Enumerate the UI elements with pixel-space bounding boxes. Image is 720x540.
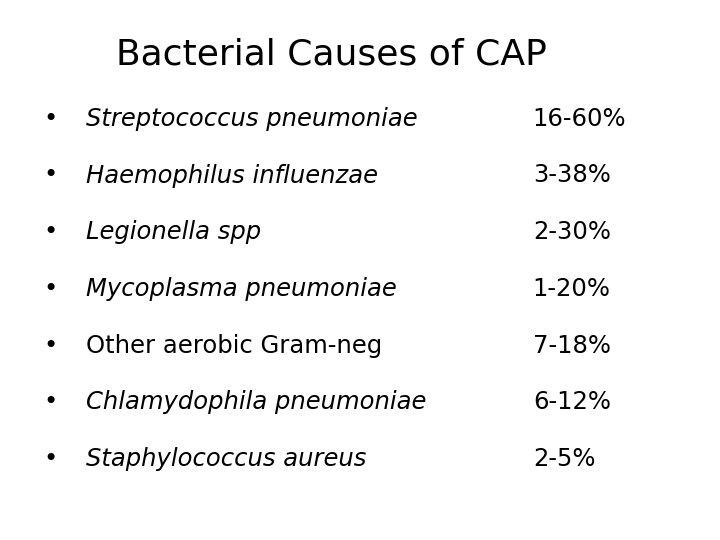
Text: 7-18%: 7-18%	[533, 334, 611, 357]
Text: 6-12%: 6-12%	[533, 390, 611, 414]
Text: 2-5%: 2-5%	[533, 447, 595, 471]
Text: Streptococcus pneumoniae: Streptococcus pneumoniae	[86, 107, 418, 131]
Text: Haemophilus influenzae: Haemophilus influenzae	[86, 164, 379, 187]
Text: Chlamydophila pneumoniae: Chlamydophila pneumoniae	[86, 390, 427, 414]
Text: Legionella spp: Legionella spp	[86, 220, 261, 244]
Text: Other aerobic Gram-neg: Other aerobic Gram-neg	[86, 334, 382, 357]
Text: •: •	[43, 447, 58, 471]
Text: 16-60%: 16-60%	[533, 107, 626, 131]
Text: •: •	[43, 220, 58, 244]
Text: •: •	[43, 334, 58, 357]
Text: •: •	[43, 390, 58, 414]
Text: •: •	[43, 107, 58, 131]
Text: Bacterial Causes of CAP: Bacterial Causes of CAP	[116, 38, 546, 72]
Text: 2-30%: 2-30%	[533, 220, 611, 244]
Text: •: •	[43, 277, 58, 301]
Text: Staphylococcus aureus: Staphylococcus aureus	[86, 447, 366, 471]
Text: 3-38%: 3-38%	[533, 164, 611, 187]
Text: Mycoplasma pneumoniae: Mycoplasma pneumoniae	[86, 277, 397, 301]
Text: •: •	[43, 164, 58, 187]
Text: 1-20%: 1-20%	[533, 277, 611, 301]
